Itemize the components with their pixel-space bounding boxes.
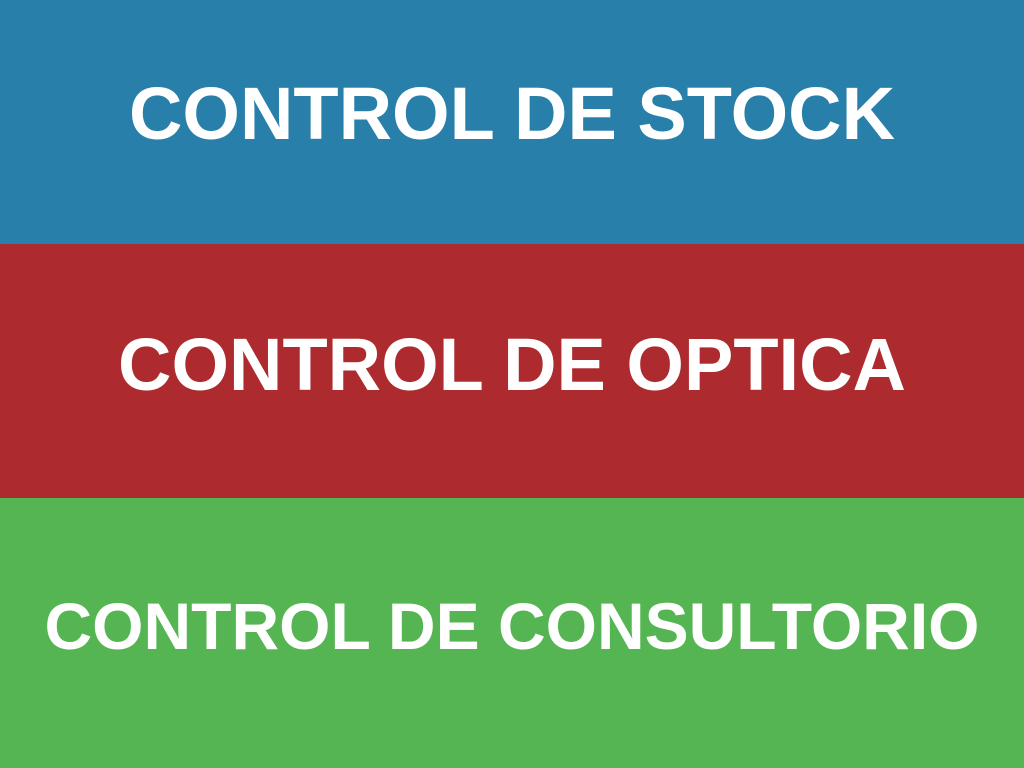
control-consultorio-button[interactable]: CONTROL DE CONSULTORIO <box>0 498 1024 768</box>
control-optica-button[interactable]: CONTROL DE OPTICA <box>0 244 1024 498</box>
control-stock-button[interactable]: CONTROL DE STOCK <box>0 0 1024 244</box>
control-consultorio-label: CONTROL DE CONSULTORIO <box>44 589 980 663</box>
control-stock-label: CONTROL DE STOCK <box>128 72 896 155</box>
control-optica-label: CONTROL DE OPTICA <box>118 323 906 406</box>
